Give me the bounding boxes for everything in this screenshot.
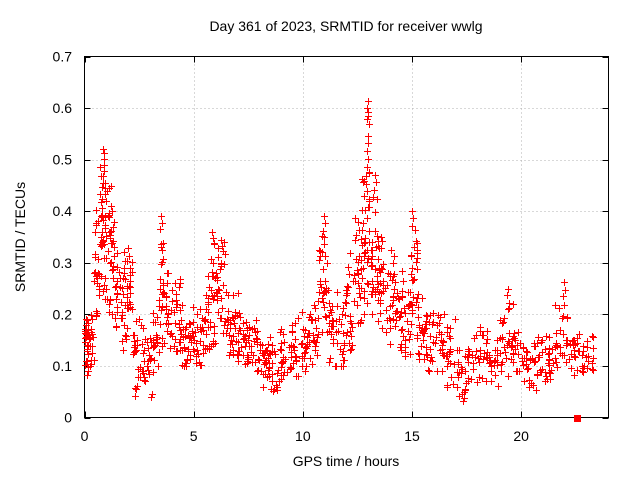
y-tick-label: 0.6 [53,100,73,116]
x-tick-label: 5 [190,428,198,444]
x-tick-label: 15 [404,428,420,444]
y-tick-label: 0.2 [53,306,73,322]
gridlines [84,56,609,418]
x-tick-label: 0 [81,428,89,444]
x-tick-label: 10 [295,428,311,444]
x-tick-labels: 0 5 10 15 20 [81,428,530,444]
x-axis-label: GPS time / hours [293,453,400,469]
y-tick-label: 0.1 [53,358,73,374]
y-tick-label: 0.3 [53,255,73,271]
y-tick-label: 0.5 [53,152,73,168]
chart-title: Day 361 of 2023, SRMTID for receiver wwl… [209,18,482,34]
y-tick-labels: 0 0.1 0.2 0.3 0.4 0.5 0.6 0.7 [53,49,73,426]
plot-border [84,56,609,418]
tick-marks [84,56,609,419]
y-tick-label: 0.4 [53,203,73,219]
x-tick-label: 20 [513,428,529,444]
y-axis-label: SRMTID / TECUs [12,182,28,292]
y-tick-label: 0 [64,410,72,426]
isolated-square-marker [574,415,581,422]
data-points-scatter [82,98,597,405]
y-tick-label: 0.7 [53,49,73,65]
